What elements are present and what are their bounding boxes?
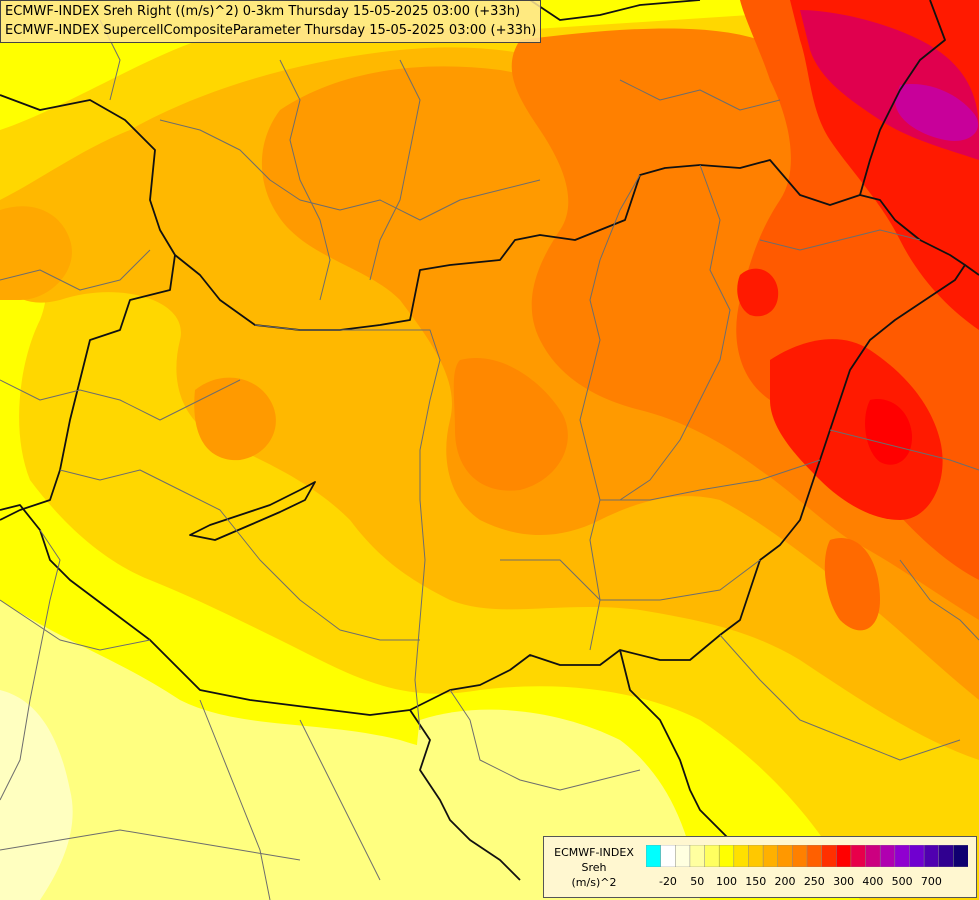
legend-swatch: [748, 845, 764, 867]
legend-swatch: [733, 845, 750, 867]
legend-color-bar: [646, 845, 968, 867]
legend-tick-label: 400: [862, 875, 884, 888]
line-region-14: [199, 699, 271, 900]
river-danube: [254, 324, 441, 731]
legend-tick-label: -20: [658, 875, 677, 888]
field-red-orange-south: [824, 538, 880, 631]
legend-tick-label: 250: [803, 875, 825, 888]
line-region-6: [369, 59, 421, 281]
legend-swatch: [953, 845, 968, 867]
legend-tick-label: 100: [716, 875, 737, 888]
line-region-21: [899, 559, 979, 641]
legend-swatch: [806, 845, 823, 867]
legend-tick-label: 150: [745, 875, 767, 888]
legend-tick-label: 300: [833, 875, 855, 888]
legend-swatch: [704, 845, 720, 867]
border-balaton: [189, 481, 316, 541]
line-region-16: [449, 689, 641, 791]
line-region-4: [159, 119, 541, 221]
line-region-9: [500, 559, 761, 601]
border-top-right: [529, 0, 701, 21]
line-region-18: [0, 829, 301, 861]
line-region-7: [619, 164, 731, 501]
legend-swatch: [660, 845, 676, 867]
line-region-15: [0, 529, 61, 801]
legend-tick-label: 700: [920, 875, 942, 888]
legend-swatch: [879, 845, 896, 867]
region-lines: [0, 19, 979, 900]
line-region-2: [0, 249, 151, 291]
legend-swatch: [792, 845, 808, 867]
line-region-3: [59, 469, 420, 641]
line-region-5: [279, 59, 331, 301]
legend-tick-label: 500: [891, 875, 913, 888]
river-tisza: [579, 174, 641, 651]
legend-tick-label: 200: [774, 875, 796, 888]
legend-swatch: [762, 845, 779, 867]
field-orange-west: [194, 377, 276, 461]
legend-swatch: [938, 845, 954, 867]
line-region-8: [600, 459, 821, 501]
legend-swatch: [894, 845, 911, 867]
legend-swatch: [923, 845, 940, 867]
legend-swatch: [777, 845, 793, 867]
border-southwest: [409, 709, 521, 881]
border-north: [0, 94, 966, 716]
line-region-19: [619, 79, 781, 111]
line-region-12: [719, 634, 961, 761]
line-region-10: [759, 229, 921, 251]
legend-title: ECMWF-INDEX Sreh (m/s)^2: [544, 845, 644, 890]
field-red-east: [770, 339, 943, 520]
field-deep-red-east: [865, 399, 913, 465]
legend-swatch: [865, 845, 881, 867]
legend-tick-label: 50: [690, 875, 705, 888]
legend-swatch: [909, 845, 925, 867]
legend-title-param: Sreh: [581, 861, 607, 874]
field-dark-orange-center: [453, 358, 568, 491]
legend-swatch: [821, 845, 837, 867]
field-purple: [895, 84, 979, 141]
legend-title-model: ECMWF-INDEX: [554, 846, 634, 859]
color-legend: ECMWF-INDEX Sreh (m/s)^2 -20 50 100 150 200 2…: [543, 836, 977, 898]
border-east-edge: [964, 264, 979, 276]
legend-swatch: [689, 845, 706, 867]
line-region-11: [829, 429, 979, 471]
border-far-ne: [859, 0, 946, 196]
legend-swatch: [850, 845, 867, 867]
legend-swatch: [646, 845, 662, 867]
field-pale-sw: [0, 690, 73, 900]
line-region-1: [0, 379, 241, 421]
title-line-scp: ECMWF-INDEX SupercellCompositeParameter …: [5, 23, 537, 38]
line-region-17: [299, 719, 381, 881]
field-red-spot: [737, 268, 779, 317]
line-region-13: [0, 599, 151, 651]
border-west: [0, 254, 176, 521]
title-line-sreh: ECMWF-INDEX Sreh Right ((m/s)^2) 0-3km T…: [5, 4, 521, 19]
map-title-box: ECMWF-INDEX Sreh Right ((m/s)^2) 0-3km T…: [0, 0, 542, 43]
legend-swatch: [675, 845, 691, 867]
legend-title-unit: (m/s)^2: [571, 876, 617, 889]
legend-swatch: [836, 845, 852, 867]
legend-swatch: [718, 845, 735, 867]
